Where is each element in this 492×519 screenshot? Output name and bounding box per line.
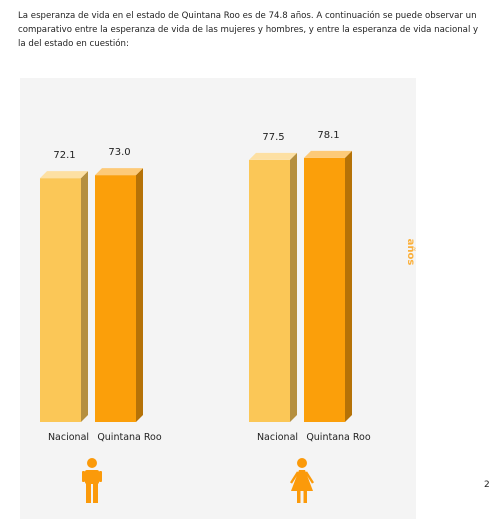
value-label: 72.1 <box>53 150 75 161</box>
y-axis-label: años <box>405 239 416 266</box>
life-expectancy-chart: 72.1 Nacional 73.0 Quintana Roo 77.5 Nacional… <box>40 130 416 503</box>
bar-men-nacional <box>40 171 88 422</box>
female-icon <box>289 458 315 503</box>
category-label: Nacional <box>257 432 298 443</box>
male-icon <box>82 458 102 503</box>
bar-men-quintana-roo <box>95 168 143 422</box>
bars-layer <box>40 150 352 422</box>
value-label: 78.1 <box>317 130 339 141</box>
category-label: Nacional <box>48 432 89 443</box>
labels-layer: 72.1 Nacional 73.0 Quintana Roo 77.5 Nacional… <box>48 130 371 443</box>
value-label: 77.5 <box>262 132 284 143</box>
icons-layer <box>82 458 315 503</box>
category-label: Quintana Roo <box>306 432 371 443</box>
chart-panel: 72.1 Nacional 73.0 Quintana Roo 77.5 Nacional… <box>20 78 416 519</box>
intro-paragraph: La esperanza de vida en el estado de Qui… <box>18 11 479 49</box>
page-number: 2 <box>484 480 490 490</box>
category-label: Quintana Roo <box>97 432 162 443</box>
value-label: 73.0 <box>108 147 130 158</box>
bar-women-quintana-roo <box>304 150 352 422</box>
bar-women-nacional <box>249 152 297 422</box>
